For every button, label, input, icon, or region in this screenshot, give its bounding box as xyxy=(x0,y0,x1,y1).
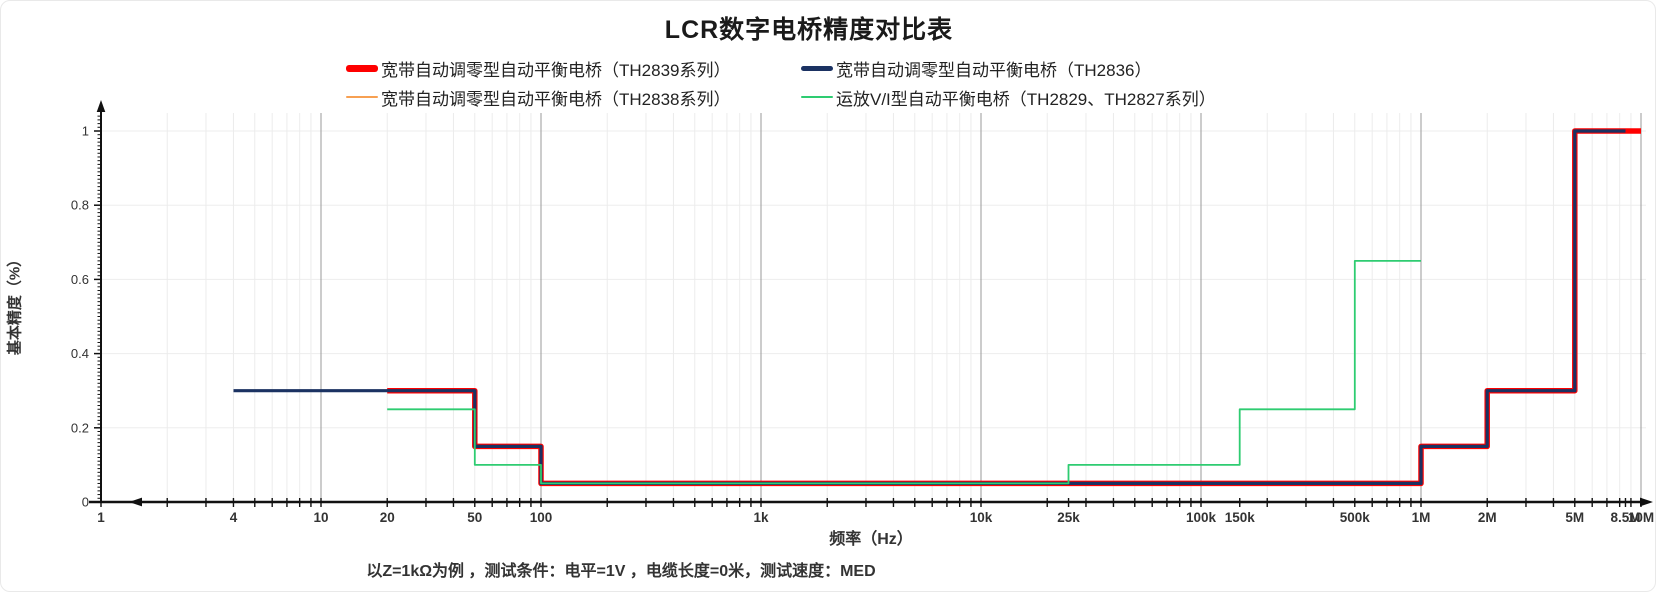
y-tick-labels: 0 0.2 0.4 0.6 0.8 1 xyxy=(71,124,89,510)
y-axis-title: 基本精度（%） xyxy=(6,251,24,356)
series xyxy=(233,128,1641,487)
x-tick-label: 1 xyxy=(97,510,105,525)
axes xyxy=(89,100,1653,507)
legend-swatch-th2829 xyxy=(801,95,833,99)
y-tick-label: 0 xyxy=(82,495,89,510)
x-tick-label: 1k xyxy=(753,510,769,525)
legend-item-th2836: 宽带自动调零型自动平衡电桥（TH2836） xyxy=(801,55,1216,81)
chart-title: LCR数字电桥精度对比表 xyxy=(664,16,954,44)
y-tick-label: 0.4 xyxy=(71,346,89,361)
v-gridlines xyxy=(166,113,1642,502)
series-line-th2829 xyxy=(387,260,1421,485)
y-tick-label: 1 xyxy=(82,124,89,139)
x-tick-labels: 1 4 10 20 50 100 1k 10k 25k 100k 150k 500k 1M 2M 5M 8.5… xyxy=(97,510,1654,525)
x-tick-label: 500k xyxy=(1340,510,1371,525)
x-axis-right-arrow xyxy=(1640,497,1653,507)
legend-swatch-th2836 xyxy=(801,65,833,71)
legend-label-th2836: 宽带自动调零型自动平衡电桥（TH2836） xyxy=(836,60,1152,80)
test-conditions-note: 以Z=1kΩ为例 ，测试条件：电平=1V ，电缆长度=0米，测试速度：MED xyxy=(366,563,876,580)
x-tick-label: 100 xyxy=(530,510,553,525)
y-tick-label: 0.8 xyxy=(71,198,89,213)
x-tick-label: 5M xyxy=(1565,510,1584,525)
legend-swatch-th2839 xyxy=(346,64,378,72)
y-ticks xyxy=(94,115,101,503)
y-tick-label: 0.2 xyxy=(71,420,89,435)
series-line-th2839 xyxy=(387,128,1641,487)
x-tick-label: 1M xyxy=(1412,510,1431,525)
x-tick-label: 8.5M xyxy=(1610,510,1640,525)
x-tick-label: 10k xyxy=(970,510,993,525)
y-tick-label: 0.6 xyxy=(71,272,89,287)
x-tick-label: 150k xyxy=(1225,510,1256,525)
x-tick-label: 20 xyxy=(380,510,395,525)
x-axis-left-arrow xyxy=(129,497,142,507)
legend-label-th2829: 运放V/I型自动平衡电桥（TH2829、TH2827系列） xyxy=(836,89,1216,109)
legend-label-th2838: 宽带自动调零型自动平衡电桥（TH2838系列） xyxy=(381,89,731,109)
x-axis-title: 频率（Hz） xyxy=(829,531,913,548)
series-line-th2836 xyxy=(233,129,1626,485)
x-tick-label: 50 xyxy=(467,510,482,525)
x-tick-label: 100k xyxy=(1186,510,1217,525)
legend-swatch-th2838 xyxy=(346,95,378,99)
x-tick-label: 4 xyxy=(230,510,238,525)
x-tick-label: 10M xyxy=(1628,510,1654,525)
x-tick-label: 10 xyxy=(313,510,328,525)
legend-item-th2839: 宽带自动调零型自动平衡电桥（TH2839系列） xyxy=(346,55,801,81)
x-tick-label: 25k xyxy=(1057,510,1080,525)
x-ticks xyxy=(100,498,1642,507)
x-tick-label: 2M xyxy=(1478,510,1497,525)
legend-item-th2829: 运放V/I型自动平衡电桥（TH2829、TH2827系列） xyxy=(801,84,1216,110)
series-line-th2838 xyxy=(387,389,1488,485)
legend-item-th2838: 宽带自动调零型自动平衡电桥（TH2838系列） xyxy=(346,84,801,110)
legend: 宽带自动调零型自动平衡电桥（TH2839系列） 宽带自动调零型自动平衡电桥（TH2… xyxy=(346,55,1216,110)
y-axis-arrow xyxy=(96,100,106,112)
legend-label-th2839: 宽带自动调零型自动平衡电桥（TH2839系列） xyxy=(381,60,731,80)
h-gridlines xyxy=(101,130,1646,429)
